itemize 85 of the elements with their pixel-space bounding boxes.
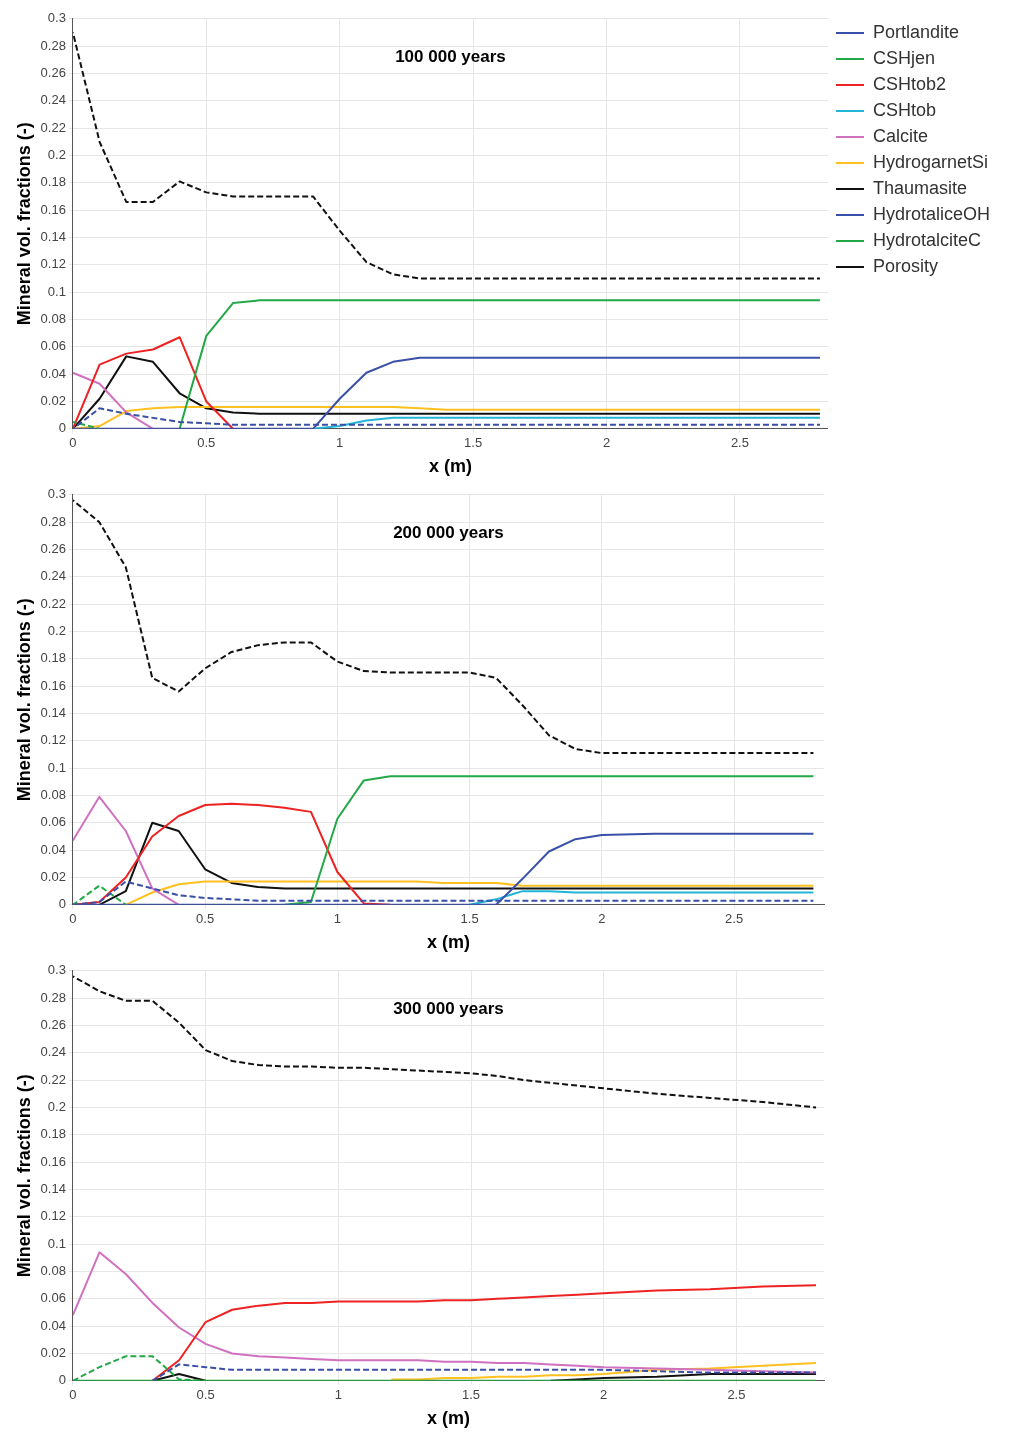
legend-label: Porosity xyxy=(872,255,938,276)
x-tick-label: 0.5 xyxy=(197,435,216,451)
y-tick-label: 0.24 xyxy=(40,568,66,584)
x-tick-label: 1 xyxy=(333,911,341,927)
y-tick-label: 0.28 xyxy=(40,37,66,53)
x-tick-label: 0 xyxy=(69,435,77,451)
y-tick-label: 0.3 xyxy=(47,962,66,978)
text: 300 000 years xyxy=(393,998,504,1018)
legend-label: HydrogarnetSi xyxy=(872,151,989,172)
y-tick-label: 0.08 xyxy=(40,787,66,803)
y-tick-label: 0.08 xyxy=(40,311,66,327)
y-tick-label: 0.04 xyxy=(40,365,66,381)
y-tick-label: 0 xyxy=(58,1372,66,1388)
y-tick-label: 0.14 xyxy=(40,705,66,721)
y-tick-label: 0.28 xyxy=(40,513,66,529)
y-tick-label: 0.18 xyxy=(40,650,66,666)
x-tick-label: 0.5 xyxy=(196,911,215,927)
legend-label: CSHtob xyxy=(872,99,936,120)
legend-label: Calcite xyxy=(872,125,928,146)
x-axis-title: x (m) xyxy=(428,456,472,477)
y-tick-label: 0.24 xyxy=(40,1044,66,1060)
y-tick-label: 0.14 xyxy=(40,1181,66,1197)
x-tick-label: 1.5 xyxy=(461,1387,481,1403)
x-tick-label: 1 xyxy=(336,435,344,451)
y-tick-label: 0.02 xyxy=(40,393,66,409)
y-tick-label: 0.18 xyxy=(40,174,66,190)
y-tick-label: 0.08 xyxy=(40,1263,66,1279)
y-tick-label: 0.16 xyxy=(40,1153,66,1169)
x-tick-label: 2 xyxy=(598,911,606,927)
y-tick-label: 0.22 xyxy=(40,1071,66,1087)
x-tick-label: 2.5 xyxy=(727,1387,746,1403)
y-tick-label: 0.1 xyxy=(47,759,66,775)
y-tick-label: 0.04 xyxy=(40,841,66,857)
x-tick-label: 0.5 xyxy=(196,1387,215,1403)
x-tick-label: 2 xyxy=(602,435,611,451)
x-tick-label: 0 xyxy=(69,1387,77,1403)
y-tick-label: 0.16 xyxy=(40,677,66,693)
y-tick-label: 0.12 xyxy=(40,1208,66,1224)
legend-label: CSHjen xyxy=(872,47,935,68)
y-tick-label: 0.04 xyxy=(40,1317,66,1333)
y-tick-label: 0.2 xyxy=(47,623,66,639)
y-tick-label: 0.06 xyxy=(40,814,66,830)
y-axis-title: Mineral vol. fractions (-) xyxy=(13,122,34,326)
y-tick-label: 0.02 xyxy=(40,869,66,885)
y-tick-label: 0.2 xyxy=(47,1099,66,1115)
y-tick-label: 0.02 xyxy=(40,1345,66,1361)
y-tick-label: 0.1 xyxy=(47,283,66,299)
text: 100 000 years xyxy=(395,46,506,66)
x-tick-label: 1.5 xyxy=(460,911,479,927)
y-tick-label: 0.06 xyxy=(40,338,66,354)
x-tick-label: 2.5 xyxy=(725,911,744,927)
y-tick-label: 0.24 xyxy=(40,92,66,108)
x-tick-label: 1.5 xyxy=(464,435,483,451)
x-tick-label: 2 xyxy=(600,1387,608,1403)
y-tick-label: 0.22 xyxy=(40,119,66,135)
y-tick-label: 0.14 xyxy=(40,229,66,245)
text: 200 000 years xyxy=(393,522,504,542)
y-axis-title: Mineral vol. fractions (-) xyxy=(13,1074,34,1278)
y-tick-label: 0.16 xyxy=(40,201,66,217)
y-tick-label: 0.1 xyxy=(47,1235,66,1251)
y-tick-label: 0.3 xyxy=(47,10,66,26)
y-tick-label: 0.26 xyxy=(40,65,66,81)
legend-label: HydrotaliceOH xyxy=(872,203,991,224)
y-tick-label: 0.26 xyxy=(40,541,66,557)
x-axis-title: x (m) xyxy=(426,932,470,953)
legend-label: HydrotalciteC xyxy=(872,229,982,250)
y-tick-label: 0.12 xyxy=(40,732,66,748)
y-tick-label: 0 xyxy=(58,420,66,436)
x-tick-label: 1 xyxy=(334,1387,342,1403)
y-tick-label: 0.06 xyxy=(40,1290,66,1306)
legend-label: Thaumasite xyxy=(872,177,968,198)
y-tick-label: 0.3 xyxy=(47,486,66,502)
y-axis-title: Mineral vol. fractions (-) xyxy=(13,598,34,802)
y-tick-label: 0.2 xyxy=(47,147,66,163)
y-tick-label: 0.18 xyxy=(40,1126,66,1142)
y-tick-label: 0 xyxy=(58,896,66,912)
y-tick-label: 0.22 xyxy=(40,595,66,611)
x-tick-label: 0 xyxy=(69,911,77,927)
x-axis-title: x (m) xyxy=(426,1408,470,1429)
legend-label: Portlandite xyxy=(872,21,960,42)
x-tick-label: 2.5 xyxy=(730,435,749,451)
y-tick-label: 0.26 xyxy=(40,1017,66,1033)
y-tick-label: 0.28 xyxy=(40,989,66,1005)
y-tick-label: 0.12 xyxy=(40,256,66,272)
legend-label: CSHtob2 xyxy=(872,73,947,94)
